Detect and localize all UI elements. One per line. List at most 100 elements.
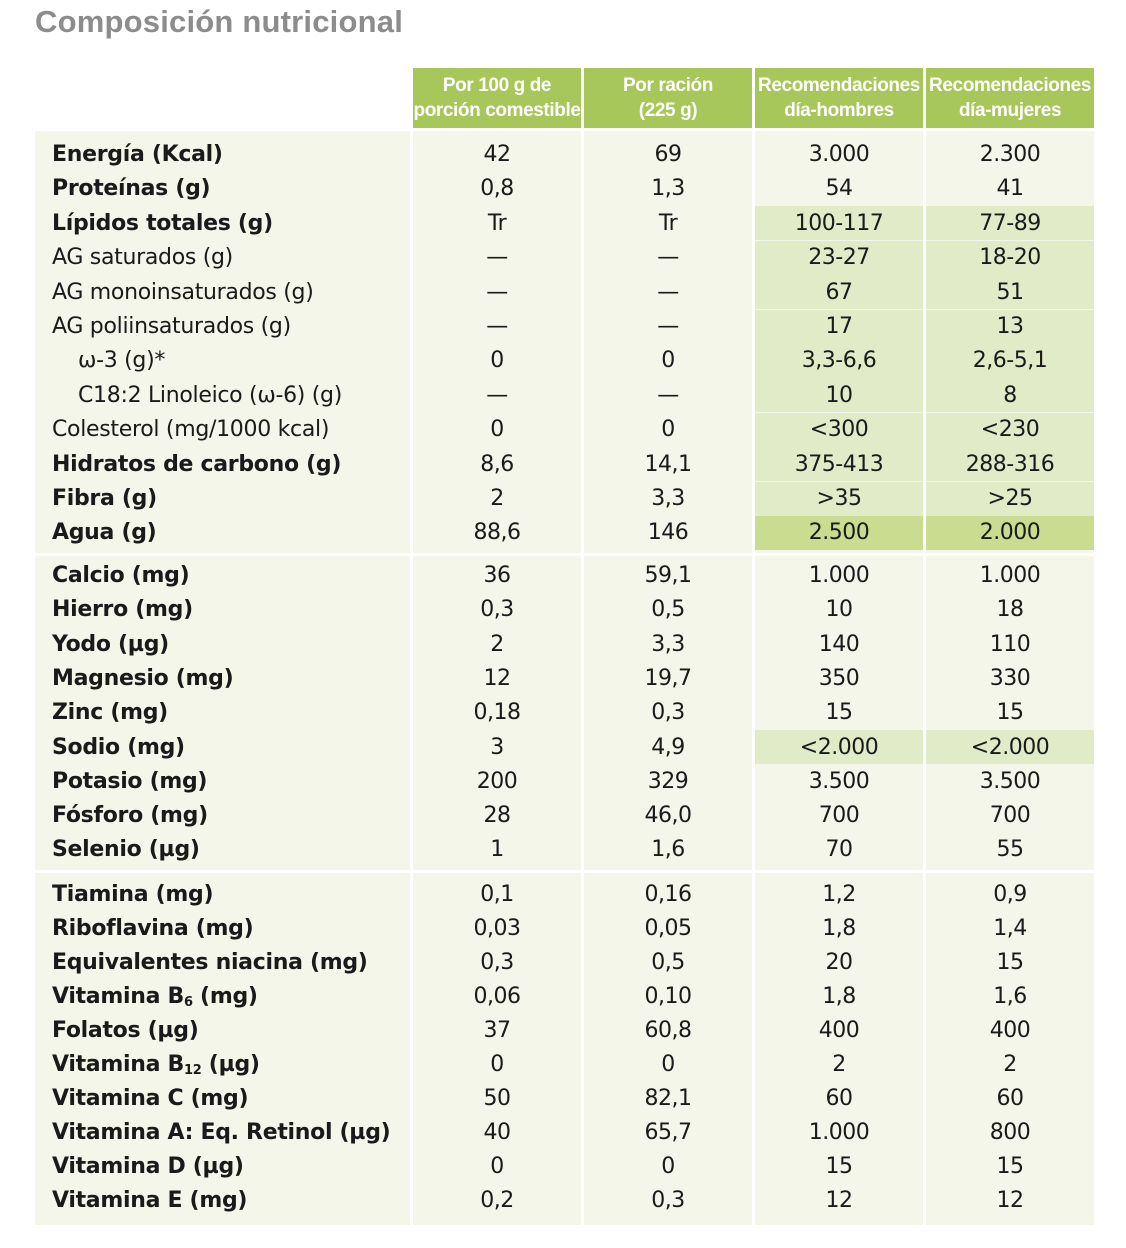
value-recommend-men: 12: [825, 1188, 854, 1213]
value-per-serving: 19,7: [644, 665, 692, 691]
header-men-line1: Recomendaciones: [758, 75, 920, 96]
row-label: Tiamina (mg): [52, 882, 214, 907]
row-label: Yodo (µg): [52, 631, 169, 657]
value-recommend-women: 2.300: [979, 142, 1041, 167]
table-row: AG monoinsaturados (g) — — 67 51: [0, 276, 1126, 310]
value-per-serving: 46,0: [644, 803, 692, 829]
value-recommend-women: 15: [996, 700, 1025, 726]
value-per-serving: 0,3: [651, 700, 685, 726]
value-per-serving: 0: [661, 1052, 675, 1077]
value-recommend-men: 140: [818, 631, 860, 657]
value-per-100g: Tr: [487, 210, 507, 236]
highlight-cell: [926, 206, 1094, 241]
value-recommend-men: 2.500: [808, 520, 870, 546]
table-row: Zinc (mg) 0,18 0,3 15 15: [0, 696, 1126, 730]
value-recommend-women: 2.000: [979, 520, 1041, 546]
table-band: [413, 131, 581, 553]
value-recommend-women: 800: [989, 1120, 1031, 1145]
row-label: Zinc (mg): [52, 700, 168, 726]
row-label: Equivalentes niacina (mg): [52, 950, 368, 975]
row-label: Vitamina B12 (µg): [52, 1052, 260, 1078]
value-recommend-men: 15: [825, 700, 854, 726]
value-per-100g: —: [486, 245, 508, 271]
value-per-serving: 0,3: [651, 1188, 685, 1213]
value-recommend-men: 400: [818, 1018, 860, 1043]
table-band: [926, 873, 1094, 1225]
highlight-cell: [755, 481, 923, 516]
table-row: Tiamina (mg) 0,1 0,16 1,2 0,9: [0, 878, 1126, 912]
row-label: Agua (g): [52, 520, 157, 546]
row-label: Energía (Kcal): [52, 142, 223, 167]
value-recommend-women: 51: [996, 279, 1025, 305]
value-per-serving: 0: [661, 1154, 675, 1179]
value-per-100g: 200: [476, 768, 518, 794]
value-per-serving: 0,5: [651, 950, 685, 975]
highlight-cell: [755, 412, 923, 447]
row-label: Riboflavina (mg): [52, 916, 254, 941]
row-label: Potasio (mg): [52, 768, 208, 794]
table-row: Vitamina B6 (mg) 0,06 0,10 1,8 1,6: [0, 980, 1126, 1014]
highlight-cell: [755, 447, 923, 482]
value-per-100g: —: [486, 279, 508, 305]
table-row: Sodio (mg) 3 4,9 <2.000 <2.000: [0, 731, 1126, 765]
value-recommend-women: 1.000: [979, 563, 1041, 588]
highlight-cell: [926, 275, 1094, 310]
row-label: Vitamina C (mg): [52, 1086, 249, 1111]
table-row: Colesterol (mg/1000 kcal) 0 0 <300 <230: [0, 413, 1126, 447]
value-recommend-men: 700: [818, 803, 860, 829]
value-per-serving: 69: [654, 142, 683, 167]
table-band: [755, 873, 923, 1225]
value-recommend-women: <2.000: [970, 734, 1050, 760]
value-per-serving: —: [657, 245, 679, 271]
value-per-serving: Tr: [658, 210, 678, 236]
value-per-100g: 28: [483, 803, 512, 829]
row-label: AG monoinsaturados (g): [52, 279, 314, 305]
value-per-100g: 0,03: [473, 916, 521, 941]
value-recommend-women: >25: [987, 486, 1033, 511]
value-recommend-men: 3.000: [808, 142, 870, 167]
highlight-cell: [926, 412, 1094, 447]
highlight-cell: [926, 481, 1094, 516]
header-per-serving: Por ración (225 g): [584, 68, 752, 128]
value-recommend-women: 288-316: [965, 451, 1055, 477]
row-label: Lípidos totales (g): [52, 210, 273, 236]
table-row: Calcio (mg) 36 59,1 1.000 1.000: [0, 559, 1126, 593]
value-recommend-women: <230: [980, 417, 1040, 443]
value-recommend-men: 23-27: [808, 245, 870, 271]
value-per-serving: 1,3: [651, 176, 685, 202]
table-row: Vitamina C (mg) 50 82,1 60 60: [0, 1082, 1126, 1116]
header-per-100g-line2: porción comestible: [413, 100, 581, 121]
table-band: [926, 556, 1094, 870]
value-recommend-men: 100-117: [794, 210, 884, 236]
value-per-100g: 40: [483, 1120, 512, 1145]
value-recommend-men: 1,8: [822, 916, 856, 941]
value-recommend-men: 67: [825, 279, 854, 305]
value-recommend-women: 700: [989, 803, 1031, 829]
value-per-serving: 3,3: [651, 486, 685, 511]
table-row: Riboflavina (mg) 0,03 0,05 1,8 1,4: [0, 912, 1126, 946]
value-per-serving: 329: [647, 768, 689, 794]
table-band: [35, 873, 410, 1225]
table-row: ω-3 (g)* 0 0 3,3-6,6 2,6-5,1: [0, 344, 1126, 378]
highlight-cell: [755, 240, 923, 275]
header-per-serving-line2: (225 g): [638, 100, 698, 121]
value-per-100g: 0,8: [480, 176, 514, 202]
value-per-serving: 0,16: [644, 882, 692, 907]
value-recommend-men: 60: [825, 1086, 854, 1111]
table-row: Vitamina A: Eq. Retinol (µg) 40 65,7 1.000 8…: [0, 1116, 1126, 1150]
highlight-cell: [926, 515, 1094, 550]
value-per-serving: 60,8: [644, 1018, 692, 1043]
row-label: AG poliinsaturados (g): [52, 314, 291, 339]
table-row: AG saturados (g) — — 23-27 18-20: [0, 241, 1126, 275]
table-row: Vitamina B12 (µg) 0 0 2 2: [0, 1048, 1126, 1082]
row-label: C18:2 Linoleico (ω-6) (g): [78, 382, 342, 408]
value-recommend-men: <300: [809, 417, 869, 443]
value-per-100g: 50: [483, 1086, 512, 1111]
table-band: [755, 556, 923, 870]
value-recommend-men: 20: [825, 950, 854, 975]
value-per-serving: 0,10: [644, 984, 692, 1009]
value-recommend-women: 77-89: [979, 210, 1041, 236]
table-row: Energía (Kcal) 42 69 3.000 2.300: [0, 138, 1126, 172]
table-row: Lípidos totales (g) Tr Tr 100-117 77-89: [0, 207, 1126, 241]
highlight-cell: [755, 275, 923, 310]
